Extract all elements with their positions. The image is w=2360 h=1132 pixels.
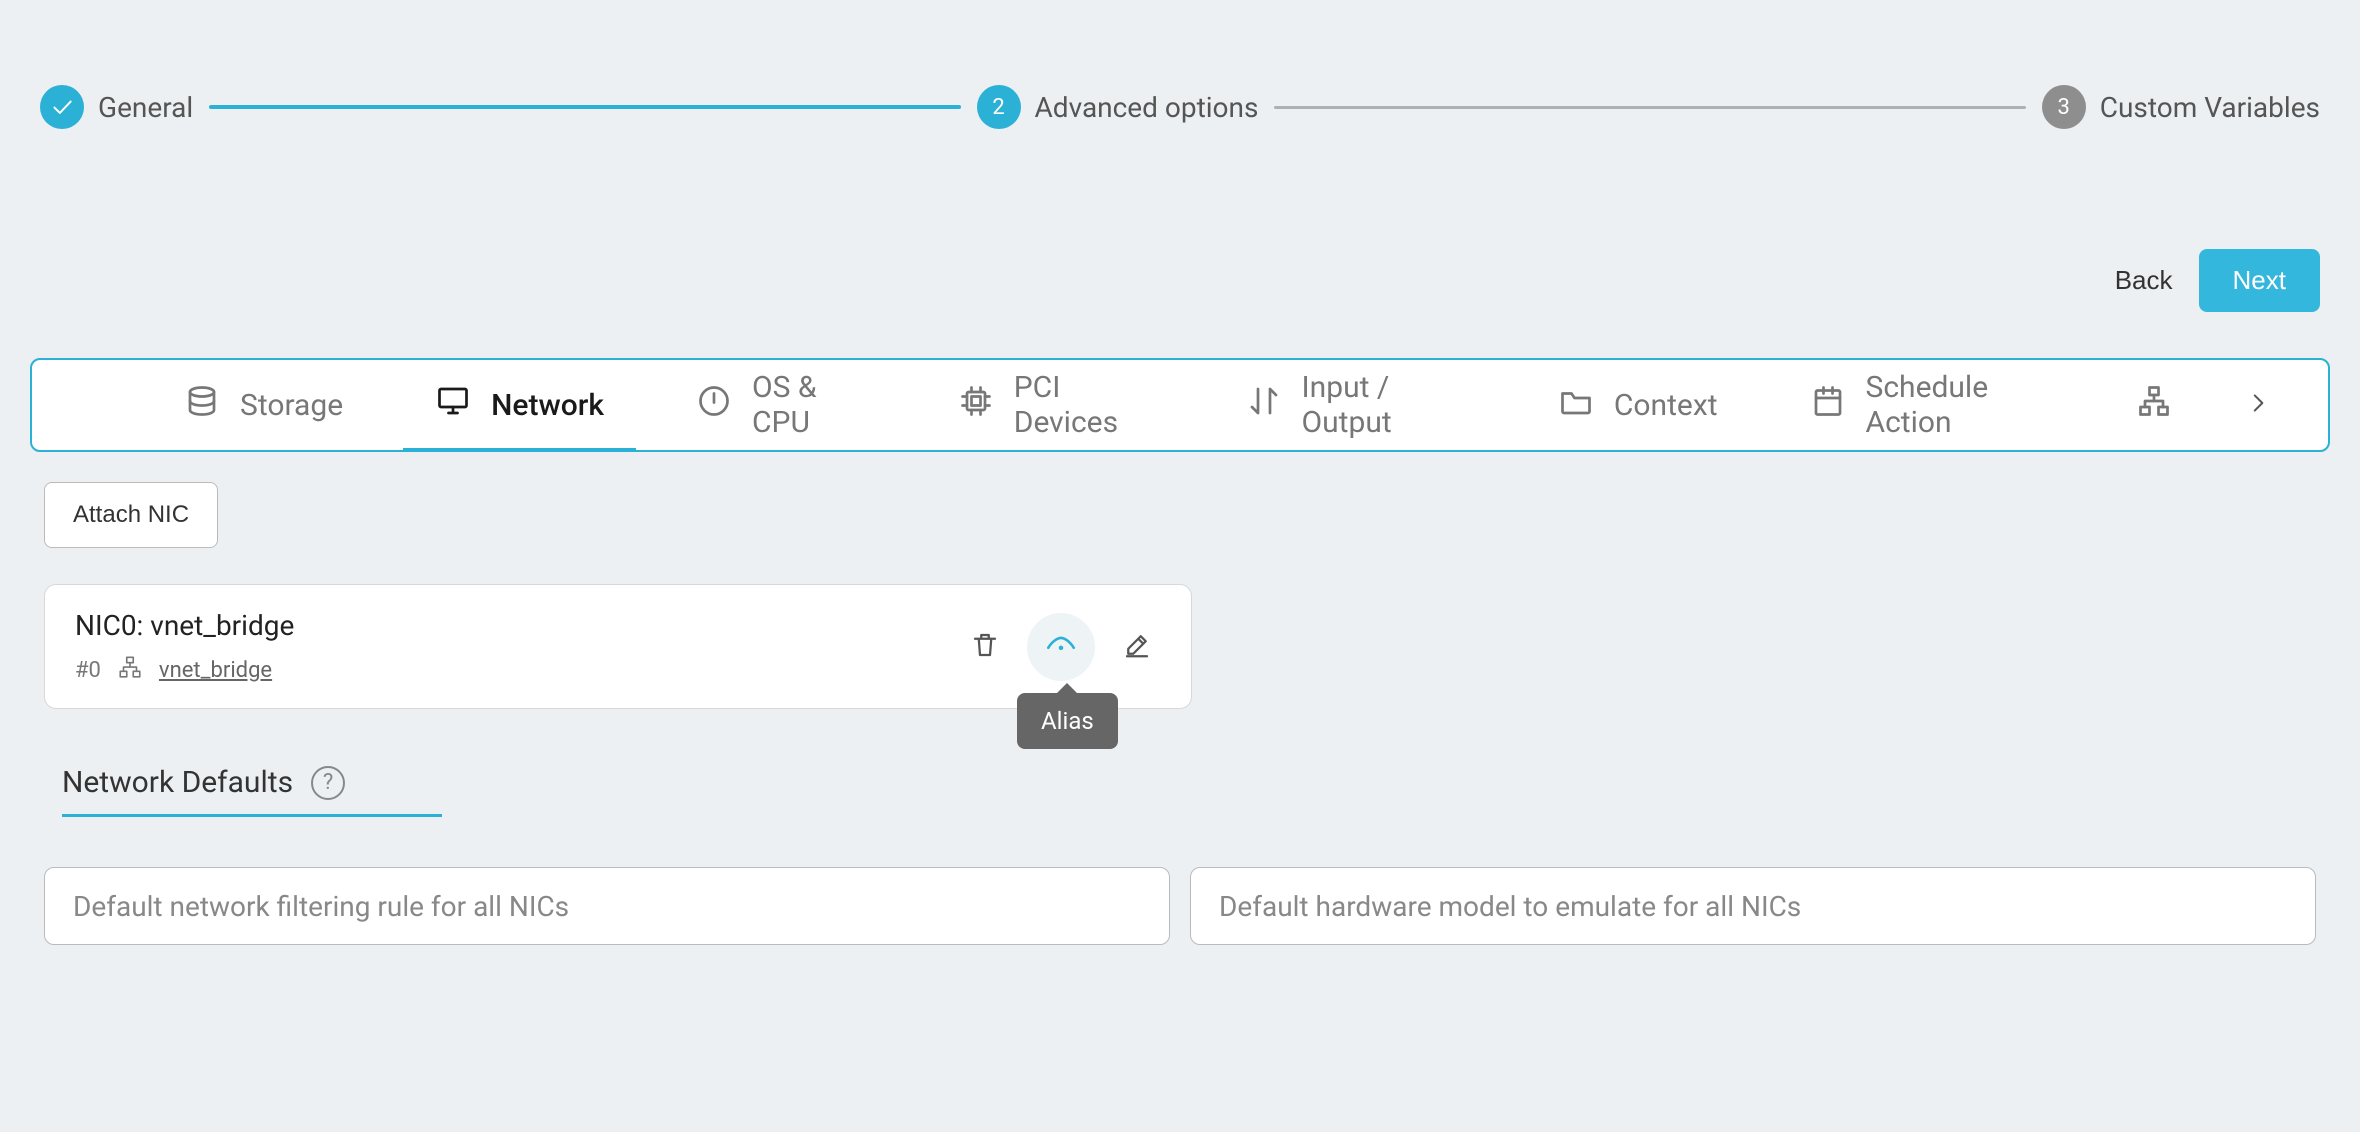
edit-icon	[1122, 630, 1152, 664]
chip-icon	[958, 383, 994, 427]
tab-label: Network	[491, 388, 604, 423]
step-connector	[1274, 106, 2025, 109]
tab-network[interactable]: Network	[403, 360, 636, 450]
chevron-right-icon	[2245, 390, 2271, 420]
topology-icon	[2136, 383, 2172, 427]
next-button[interactable]: Next	[2199, 249, 2320, 312]
select-placeholder: Default hardware model to emulate for al…	[1219, 890, 1801, 923]
edit-nic-button[interactable]	[1113, 623, 1161, 671]
select-placeholder: Default network filtering rule for all N…	[73, 890, 569, 923]
step-label: Custom Variables	[2100, 91, 2320, 124]
nic-index: #0	[75, 658, 101, 683]
tab-context[interactable]: Context	[1526, 360, 1750, 450]
io-icon	[1246, 383, 1282, 427]
tab-io[interactable]: Input / Output	[1214, 360, 1498, 450]
alias-nic-button[interactable]	[1027, 613, 1095, 681]
network-small-icon	[117, 654, 143, 686]
trash-icon	[970, 630, 1000, 664]
network-defaults-header: Network Defaults ?	[62, 765, 442, 817]
step-number-badge: 2	[977, 85, 1021, 129]
default-model-select[interactable]: Default hardware model to emulate for al…	[1190, 867, 2316, 945]
tooltip-alias: Alias	[1017, 693, 1118, 749]
section-title: Network Defaults	[62, 765, 293, 800]
tab-topology[interactable]	[2118, 383, 2190, 427]
tab-label: Storage	[240, 388, 343, 423]
nic-card: NIC0: vnet_bridge #0 vnet_bridge	[44, 584, 1192, 709]
storage-icon	[184, 383, 220, 427]
nic-name-link[interactable]: vnet_bridge	[159, 658, 272, 683]
attach-nic-button[interactable]: Attach NIC	[44, 482, 218, 548]
step-connector	[209, 105, 960, 109]
step-label: Advanced options	[1035, 91, 1259, 124]
network-icon	[435, 383, 471, 427]
tab-pci[interactable]: PCI Devices	[926, 360, 1186, 450]
tabs-bar: Storage Network OS & CPU PCI Devices Inp…	[30, 358, 2330, 452]
folder-icon	[1558, 383, 1594, 427]
step-label: General	[98, 91, 193, 124]
step-advanced[interactable]: 2 Advanced options	[977, 85, 1259, 129]
tab-label: Schedule Action	[1866, 370, 2058, 440]
eye-icon	[1044, 628, 1078, 666]
tabs-scroll-right[interactable]	[2238, 385, 2278, 425]
wizard-stepper: General 2 Advanced options 3 Custom Vari…	[30, 0, 2330, 129]
power-icon	[696, 383, 732, 427]
check-icon	[40, 85, 84, 129]
tab-schedule[interactable]: Schedule Action	[1778, 360, 2090, 450]
tab-storage[interactable]: Storage	[152, 360, 375, 450]
tab-label: OS & CPU	[752, 370, 866, 440]
tab-label: PCI Devices	[1014, 370, 1154, 440]
nic-title: NIC0: vnet_bridge	[75, 609, 961, 642]
tab-oscpu[interactable]: OS & CPU	[664, 360, 898, 450]
tab-label: Input / Output	[1302, 370, 1466, 440]
tab-label: Context	[1614, 388, 1718, 423]
step-custom-vars[interactable]: 3 Custom Variables	[2042, 85, 2320, 129]
back-button[interactable]: Back	[2115, 265, 2173, 296]
calendar-icon	[1810, 383, 1846, 427]
delete-nic-button[interactable]	[961, 623, 1009, 671]
step-general[interactable]: General	[40, 85, 193, 129]
default-filter-select[interactable]: Default network filtering rule for all N…	[44, 867, 1170, 945]
step-number-badge: 3	[2042, 85, 2086, 129]
help-icon[interactable]: ?	[311, 766, 345, 800]
